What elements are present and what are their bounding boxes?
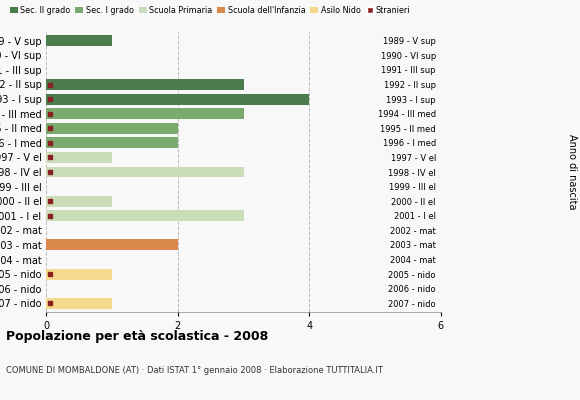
Bar (46, 210, 244, 221)
Bar (46, 94, 309, 104)
Bar (46, 123, 178, 134)
Text: Popolazione per età scolastica - 2008: Popolazione per età scolastica - 2008 (6, 330, 268, 343)
Legend: Sec. II grado, Sec. I grado, Scuola Primaria, Scuola dell'Infanzia, Asilo Nido, : Sec. II grado, Sec. I grado, Scuola Prim… (10, 6, 411, 15)
Bar (46, 196, 112, 207)
Bar (46, 108, 244, 119)
Bar (46, 79, 244, 90)
Text: Anno di nascita: Anno di nascita (567, 134, 577, 210)
Bar (46, 137, 178, 148)
Bar (46, 166, 244, 178)
Bar (46, 35, 112, 46)
Bar (46, 240, 178, 250)
Text: COMUNE DI MOMBALDONE (AT) · Dati ISTAT 1° gennaio 2008 · Elaborazione TUTTITALIA: COMUNE DI MOMBALDONE (AT) · Dati ISTAT 1… (6, 366, 383, 375)
Bar (46, 269, 112, 280)
Bar (46, 298, 112, 309)
Bar (46, 152, 112, 163)
